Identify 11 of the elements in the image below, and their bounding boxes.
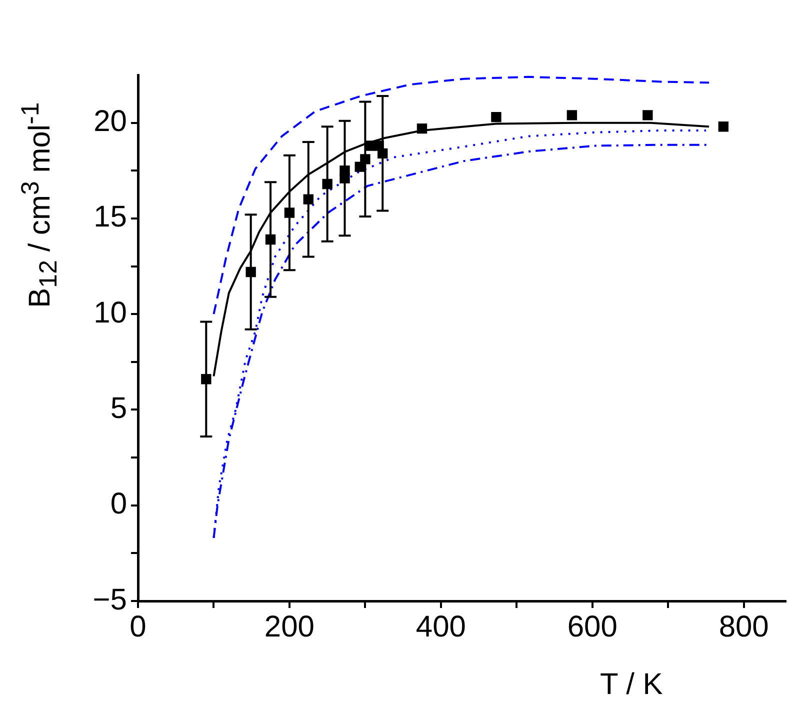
x-tick-label: 400 [416, 610, 466, 644]
y-tick-label: 20 [94, 105, 127, 138]
x-tick-label: 200 [264, 610, 314, 644]
y-tick-label: 5 [110, 392, 127, 425]
y-tick-label: 0 [110, 488, 127, 521]
y-tick-label: 15 [94, 200, 127, 234]
x-tick-label: 600 [567, 610, 618, 644]
y-tick-label: 10 [94, 296, 127, 330]
x-axis-title: T / K [600, 668, 663, 702]
x-tick-label: 800 [718, 610, 769, 644]
y-tick-label: −5 [92, 583, 127, 616]
